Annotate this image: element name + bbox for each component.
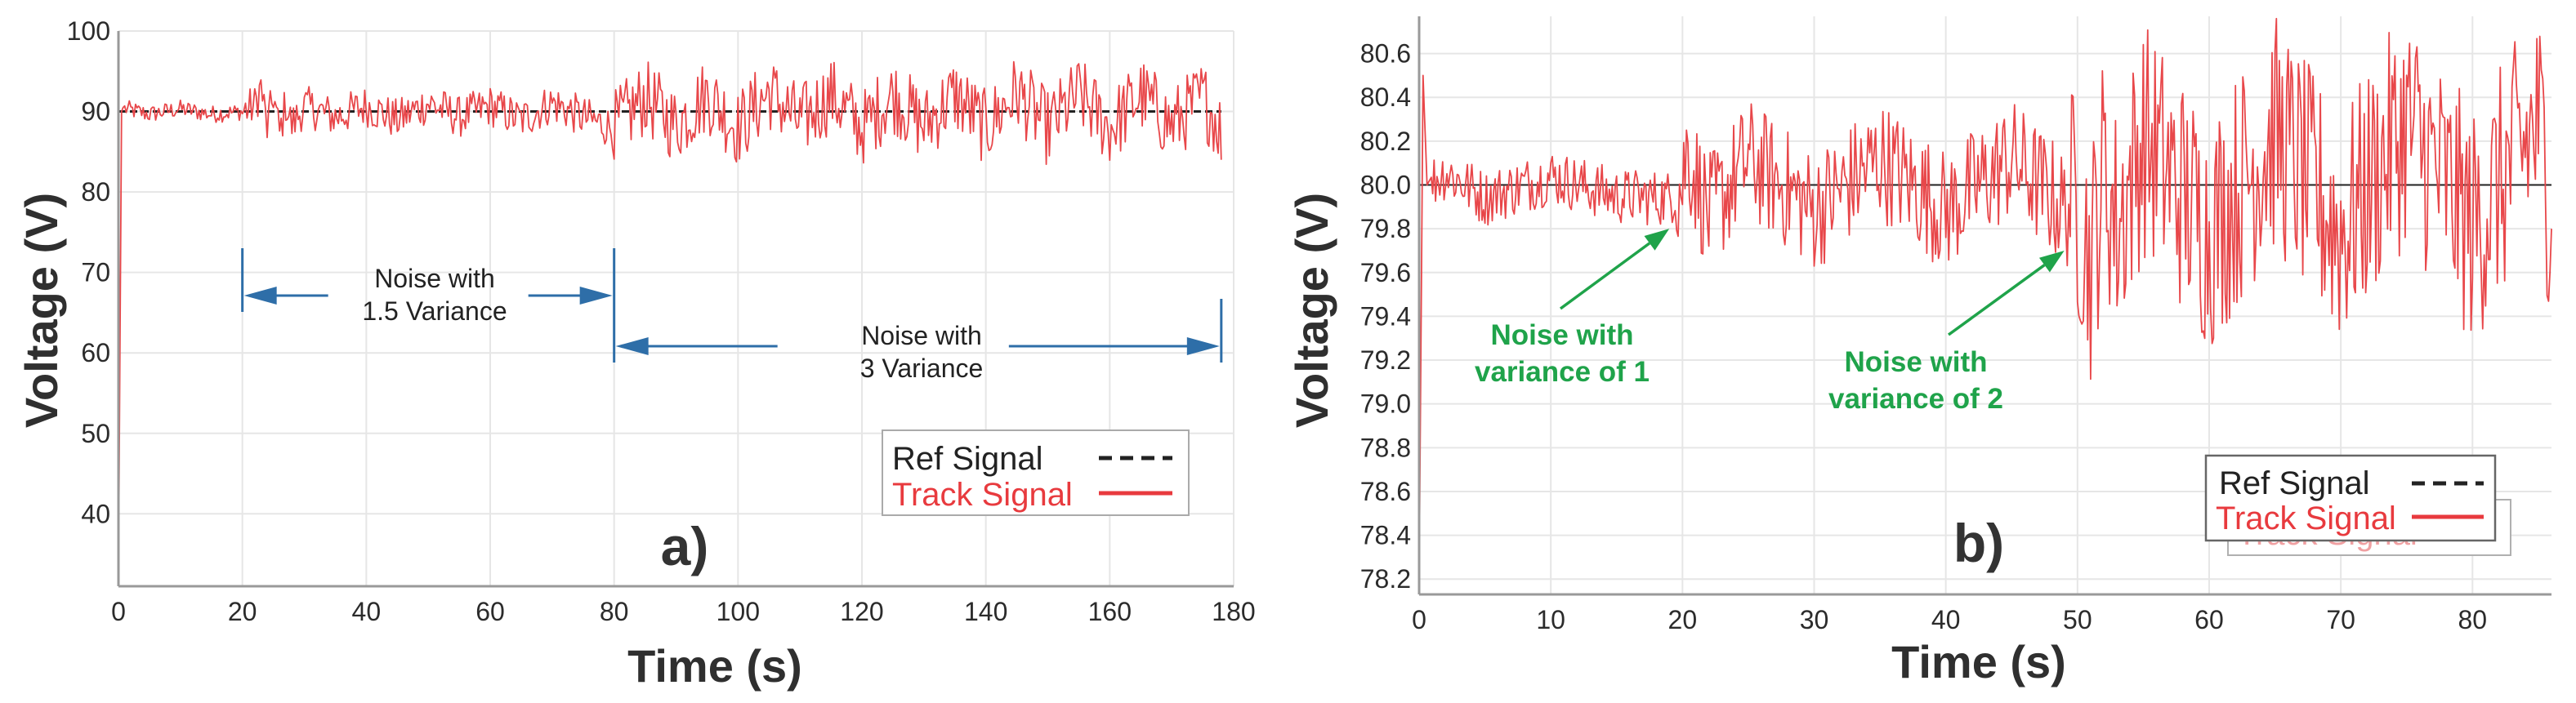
noise-2-label-line2: 3 Variance <box>860 354 984 383</box>
y-tick-label: 60 <box>81 338 110 367</box>
chart-a-panel-label: a) <box>661 516 709 576</box>
y-tick-label: 79.4 <box>1360 301 1411 331</box>
chart-b-x-ticks: 0 10 20 30 40 50 60 70 80 <box>1412 605 2487 634</box>
x-tick-label: 60 <box>475 597 505 626</box>
chart-b-noise-annotation-2: Noise with variance of 2 <box>1828 250 2065 415</box>
y-tick-label: 78.8 <box>1360 433 1411 462</box>
chart-b-legend-box <box>2204 454 2497 542</box>
y-tick-label: 80.2 <box>1360 127 1411 156</box>
y-tick-label: 79.2 <box>1360 345 1411 375</box>
y-tick-label: 80.0 <box>1360 171 1411 200</box>
y-tick-label: 80.4 <box>1360 82 1411 112</box>
noise-1-label-line1: Noise with <box>374 264 495 293</box>
chart-a-x-label: Time (s) <box>627 640 802 692</box>
x-tick-label: 180 <box>1212 597 1255 626</box>
chart-a-y-ticks: 40 50 60 70 80 90 100 <box>67 16 110 528</box>
y-tick-label: 90 <box>81 97 110 127</box>
legend-b-track-label: Track Signal <box>2216 501 2396 536</box>
x-tick-label: 20 <box>1668 605 1698 634</box>
chart-b-y-ticks: 78.2 78.4 78.6 78.8 79.0 79.2 79.4 79.6 79.8 80.0… <box>1360 39 1411 594</box>
y-tick-label: 79.0 <box>1360 389 1411 419</box>
y-tick-label: 80.6 <box>1360 39 1411 69</box>
chart-a-noise-annotation-1: Noise with 1.5 Variance <box>241 248 616 363</box>
chart-a-series <box>118 60 1222 571</box>
noise-1-label-line2: 1.5 Variance <box>362 296 507 326</box>
x-tick-label: 80 <box>2458 605 2488 634</box>
legend-b-ref-label: Ref Signal <box>2219 465 2370 501</box>
y-tick-label: 79.8 <box>1360 214 1411 243</box>
chart-b-series <box>1418 17 2552 580</box>
chart-b-panel-label: b) <box>1953 513 2004 573</box>
chart-b-legend: Track Signal Ref Signal Track Signal <box>2204 454 2511 556</box>
noise-2-right-arrowhead <box>1186 337 1220 355</box>
chart-a: 40 50 60 70 80 90 100 0 20 40 60 80 100 120 140 160 180… <box>16 16 1256 692</box>
x-tick-label: 160 <box>1088 597 1132 626</box>
x-tick-label: 40 <box>1931 605 1961 634</box>
chart-a-y-label: Voltage (V) <box>16 193 67 428</box>
x-tick-label: 80 <box>600 597 629 626</box>
x-tick-label: 100 <box>717 597 760 626</box>
series-track-signal <box>1418 17 2552 580</box>
chart-a-x-ticks: 0 20 40 60 80 100 120 140 160 180 <box>111 597 1256 626</box>
x-tick-label: 10 <box>1536 605 1565 634</box>
noise-b2-arrowhead <box>2038 250 2065 273</box>
x-tick-label: 30 <box>1800 605 1829 634</box>
noise-1-right-arrowhead <box>579 287 613 305</box>
x-tick-label: 140 <box>964 597 1007 626</box>
noise-b1-arrowhead <box>1644 229 1670 251</box>
noise-2-left-arrowhead <box>615 337 649 355</box>
noise-b1-label-line1: Noise with <box>1490 319 1633 351</box>
noise-b2-label-line1: Noise with <box>1844 346 1987 378</box>
chart-a-legend-box <box>882 429 1190 516</box>
chart-b: 78.2 78.4 78.6 78.8 79.0 79.2 79.4 79.6 79.8 80.0… <box>1286 16 2552 687</box>
y-tick-label: 78.2 <box>1360 564 1411 594</box>
series-track-signal <box>118 60 1222 571</box>
x-tick-label: 0 <box>111 597 126 626</box>
noise-b2-label-line2: variance of 2 <box>1828 383 2003 415</box>
chart-b-x-label: Time (s) <box>1891 636 2066 687</box>
x-tick-label: 20 <box>228 597 257 626</box>
y-tick-label: 78.4 <box>1360 521 1411 550</box>
noise-1-left-arrowhead <box>243 287 277 305</box>
legend-a-ref-label: Ref Signal <box>892 441 1043 477</box>
noise-2-label-line1: Noise with <box>861 321 982 350</box>
noise-b1-arrow-line <box>1559 242 1651 310</box>
noise-b1-label-line2: variance of 1 <box>1475 356 1650 388</box>
chart-b-noise-annotation-1: Noise with variance of 1 <box>1475 229 1670 388</box>
y-tick-label: 100 <box>67 16 110 46</box>
x-tick-label: 0 <box>1412 605 1426 634</box>
noise-b2-arrow-line <box>1947 264 2046 336</box>
y-tick-label: 80 <box>81 177 110 207</box>
legend-a-track-label: Track Signal <box>892 477 1073 513</box>
y-tick-label: 70 <box>81 258 110 287</box>
x-tick-label: 50 <box>2063 605 2092 634</box>
chart-a-noise-annotation-2: Noise with 3 Variance <box>615 299 1223 383</box>
y-tick-label: 79.6 <box>1360 258 1411 287</box>
y-tick-label: 78.6 <box>1360 477 1411 506</box>
y-tick-label: 50 <box>81 419 110 448</box>
x-tick-label: 70 <box>2326 605 2355 634</box>
x-tick-label: 40 <box>352 597 382 626</box>
chart-b-y-label: Voltage (V) <box>1286 193 1337 428</box>
y-tick-label: 40 <box>81 499 110 528</box>
x-tick-label: 120 <box>840 597 883 626</box>
x-tick-label: 60 <box>2194 605 2224 634</box>
chart-a-legend: Ref Signal Track Signal <box>882 429 1190 516</box>
